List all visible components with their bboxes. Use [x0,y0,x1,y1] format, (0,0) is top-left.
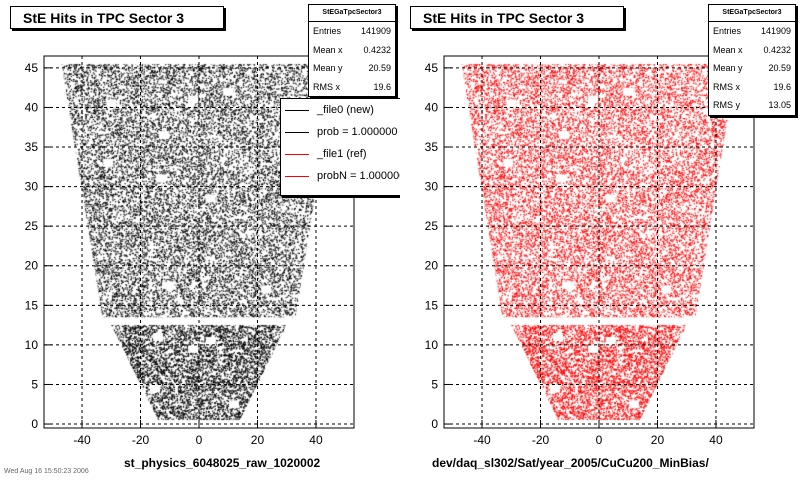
y-tick-label: 10 [425,338,439,352]
y-tick-label: 40 [25,100,39,114]
y-tick-label: 5 [431,377,438,391]
y-tick-label: 15 [425,298,439,312]
right-stats-row: RMS x 19.6 [713,81,791,92]
y-tick-label: 30 [425,180,439,194]
right-plot-title: StE Hits in TPC Sector 3 [410,6,624,29]
x-tick-label: -40 [473,433,491,447]
y-tick-label: 0 [431,417,438,431]
x-tick-label: 20 [251,433,265,447]
legend-line-swatch [285,154,309,155]
right-scatter-plot: -40 -20 0 20 40 0 5 10 15 20 25 30 35 40 45 [425,55,755,447]
legend-label: _file1 (ref) [317,148,367,160]
right-stats-box[interactable]: StEGaTpcSector3 Entries 141909 Mean x 0.42… [708,4,796,116]
x-tick-label: 20 [651,433,665,447]
right-stats-name: StEGaTpcSector3 [709,5,795,22]
y-tick-label: 30 [25,180,39,194]
legend-label: probN = 1.000000 [317,170,402,182]
legend-entry: prob = 1.000000 [281,121,401,143]
y-tick-label: 25 [25,219,39,233]
legend-label: _file0 (new) [317,104,374,116]
legend-line-swatch [285,176,309,177]
x-tick-label: 40 [309,433,323,447]
legend-label: prob = 1.000000 [317,126,398,138]
legend-line-swatch [285,110,309,111]
right-stats-row: RMS y 13.05 [713,100,791,111]
x-tick-label: 0 [196,433,203,447]
left-stats-box[interactable]: StEGaTpcSector3 Entries 141909 Mean x 0.42… [308,4,396,98]
legend-entry: _file0 (new) [281,99,401,121]
y-tick-label: 45 [425,61,439,75]
y-tick-label: 20 [25,259,39,273]
y-tick-label: 45 [25,61,39,75]
y-tick-label: 5 [31,377,38,391]
y-tick-label: 25 [425,219,439,233]
y-tick-label: 15 [25,298,39,312]
x-tick-label: -20 [132,433,150,447]
y-tick-label: 35 [425,140,439,154]
right-canvas-pad: -40 -20 0 20 40 0 5 10 15 20 25 30 35 40 45 StE Hits i… [400,0,800,480]
left-canvas-pad: -40 -20 0 20 40 0 5 10 15 20 25 30 35 40 45 StE Hits i… [4,4,402,475]
y-tick-label: 40 [425,100,439,114]
date-stamp: Wed Aug 16 15:50:23 2006 [4,468,89,475]
left-stats-row: RMS x 19.6 [313,81,391,92]
x-tick-label: -20 [532,433,550,447]
y-tick-label: 10 [25,338,39,352]
right-x-caption: dev/daq_sl302/Sat/year_2005/CuCu200_MinB… [432,456,709,470]
left-stats-row: Mean x 0.4232 [313,44,391,55]
right-stats-row: Mean x 0.4232 [713,44,791,55]
left-plot-title: StE Hits in TPC Sector 3 [10,6,224,29]
x-tick-label: -40 [73,433,91,447]
legend-box[interactable]: _file0 (new) prob = 1.000000 _file1 (ref… [280,98,402,196]
legend-entry: _file1 (ref) [281,143,401,165]
right-stats-row: Mean y 20.59 [713,63,791,74]
x-tick-label: 40 [709,433,723,447]
y-tick-label: 0 [31,417,38,431]
legend-line-swatch [285,132,309,133]
x-tick-label: 0 [596,433,603,447]
left-stats-name: StEGaTpcSector3 [309,5,395,22]
y-tick-label: 20 [425,259,439,273]
left-stats-row: Entries 141909 [313,26,391,36]
left-stats-row: Mean y 20.59 [313,63,391,74]
y-tick-label: 35 [25,140,39,154]
left-x-caption: st_physics_6048025_raw_1020002 [124,456,321,470]
legend-entry: probN = 1.000000 [281,165,401,187]
right-stats-row: Entries 141909 [713,26,791,36]
